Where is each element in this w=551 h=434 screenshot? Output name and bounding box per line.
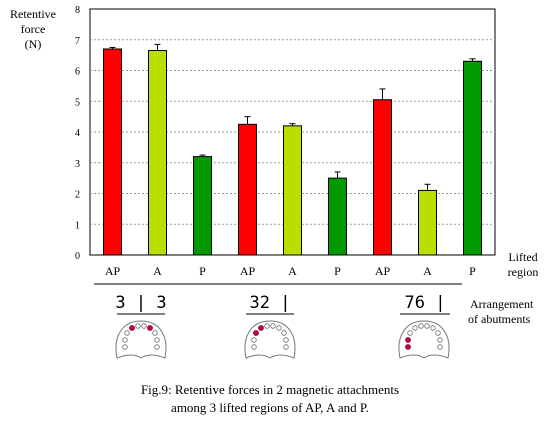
x-tick-label: AP: [240, 264, 256, 278]
y-axis-label-line-3: (N): [25, 37, 42, 51]
bar: [283, 125, 302, 256]
caption-line-2: among 3 lifted regions of AP, A and P.: [171, 400, 369, 415]
group-label: 76 |: [405, 293, 446, 313]
y-tick-label: 4: [75, 128, 80, 139]
y-tick-label: 8: [75, 5, 80, 16]
y-tick-label: 7: [75, 36, 80, 47]
arrangement-label-line-1: Arrangement: [470, 297, 534, 311]
dental-arch-diagram: [244, 320, 296, 359]
bar: [418, 189, 437, 256]
group-label: 3 | 3: [115, 293, 166, 313]
bar: [103, 48, 122, 256]
dental-arch-diagram: [115, 320, 167, 359]
bar: [328, 177, 347, 256]
x-axis-label-line-2: region: [508, 265, 539, 279]
arrangement-group-3: 76 |: [398, 293, 450, 359]
x-tick-label: P: [199, 264, 206, 278]
y-axis-label-line-2: force: [21, 22, 46, 36]
x-tick-label: P: [334, 264, 341, 278]
x-tick-label: A: [288, 264, 297, 278]
bar: [238, 123, 257, 256]
x-tick-label: P: [469, 264, 476, 278]
x-tick-label: A: [153, 264, 162, 278]
y-tick-labels: 0 1 2 3 4 5 6 7 8: [75, 5, 80, 262]
arrangement-group-2: 32 |: [244, 293, 296, 359]
bar: [463, 60, 482, 256]
y-tick-label: 5: [75, 97, 80, 108]
y-tick-label: 1: [75, 220, 80, 231]
bar: [148, 50, 167, 256]
x-tick-label: AP: [105, 264, 121, 278]
y-axis-label-line-1: Retentive: [10, 7, 56, 21]
y-tick-label: 6: [75, 67, 80, 78]
y-tick-label: 0: [75, 251, 80, 262]
x-tick-label: AP: [375, 264, 391, 278]
bar: [373, 99, 392, 256]
bars: [103, 48, 482, 256]
x-tick-label: A: [423, 264, 432, 278]
y-tick-label: 3: [75, 159, 80, 170]
abutment-dots: [122, 323, 160, 350]
caption-line-1: Fig.9: Retentive forces in 2 magnetic at…: [141, 382, 399, 397]
x-tick-labels: AP A P AP A P AP A P: [105, 264, 476, 278]
arch-outline: [244, 320, 296, 359]
bar: [193, 156, 212, 256]
arch-outline: [398, 320, 450, 359]
error-bars: [109, 43, 476, 191]
arch-outline: [115, 320, 167, 359]
dental-arch-diagram: [398, 320, 450, 359]
x-axis-label-line-1: Lifted: [508, 250, 537, 264]
arrangement-label-line-2: of abutments: [468, 312, 531, 326]
abutment-dots: [405, 323, 443, 350]
arrangement-group-1: 3 | 3: [115, 293, 167, 359]
y-tick-label: 2: [75, 190, 80, 201]
abutment-dots: [251, 323, 289, 350]
group-label: 32 |: [250, 293, 291, 313]
